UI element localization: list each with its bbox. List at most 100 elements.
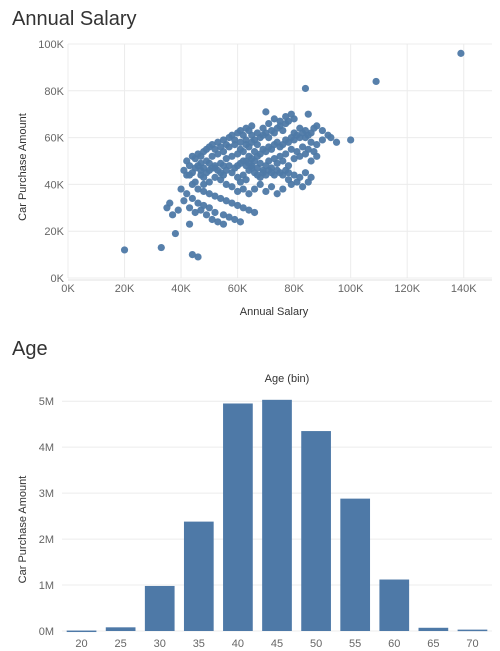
scatter-y-tick-label: 20K xyxy=(44,226,64,238)
scatter-point xyxy=(256,180,264,188)
scatter-point xyxy=(290,115,298,123)
scatter-point xyxy=(205,178,213,186)
scatter-point xyxy=(313,141,321,149)
scatter-point xyxy=(234,201,242,210)
scatter-point xyxy=(304,110,312,118)
scatter-point xyxy=(301,84,310,93)
scatter-point xyxy=(290,155,298,163)
scatter-point xyxy=(188,251,196,259)
scatter-point xyxy=(262,108,270,116)
scatter-point xyxy=(185,220,194,228)
scatter-point xyxy=(214,218,222,226)
scatter-point xyxy=(265,134,273,142)
scatter-x-tick-label: 140K xyxy=(451,283,477,295)
bar-35 xyxy=(183,521,214,631)
scatter-point xyxy=(262,187,270,196)
scatter-point xyxy=(228,183,236,191)
scatter-point xyxy=(219,211,228,219)
scatter-point xyxy=(299,183,307,191)
scatter-point xyxy=(273,159,281,167)
scatter-point xyxy=(307,138,315,146)
bar-x-tick-label: 70 xyxy=(466,638,478,650)
bar-50 xyxy=(301,431,331,631)
bar-x-tick-label: 45 xyxy=(271,638,283,650)
scatter-point xyxy=(185,204,194,212)
bar-y-tick-label: 0M xyxy=(39,626,54,638)
scatter-point xyxy=(194,253,202,261)
scatter-point xyxy=(250,185,259,193)
scatter-point xyxy=(259,124,267,132)
scatter-point xyxy=(239,204,247,212)
scatter-point xyxy=(265,119,273,128)
scatter-point xyxy=(245,206,253,214)
bar-x-tick-label: 55 xyxy=(349,638,361,650)
scatter-x-tick-label: 120K xyxy=(394,283,420,295)
scatter-point xyxy=(457,49,465,57)
scatter-point xyxy=(185,171,194,179)
scatter-y-tick-label: 80K xyxy=(44,86,64,98)
scatter-point xyxy=(234,187,242,196)
bar-30 xyxy=(144,585,175,631)
scatter-point xyxy=(248,122,256,130)
scatter-point xyxy=(239,148,247,156)
scatter-point xyxy=(265,157,273,165)
scatter-point xyxy=(284,169,293,177)
scatter-point xyxy=(194,185,202,193)
scatter-point xyxy=(310,124,318,132)
scatter-y-tick-label: 60K xyxy=(44,133,64,145)
scatter-point xyxy=(208,215,216,224)
bar-x-tick-label: 50 xyxy=(310,638,322,650)
scatter-chart-title: Annual Salary xyxy=(12,8,137,30)
scatter-point xyxy=(211,192,219,200)
scatter-point xyxy=(296,173,304,181)
scatter-point xyxy=(313,152,321,160)
scatter-point xyxy=(197,206,205,214)
bar-y-tick-label: 4M xyxy=(39,442,54,454)
scatter-y-tick-label: 0K xyxy=(51,273,65,285)
scatter-x-axis-label: Annual Salary xyxy=(240,306,309,318)
scatter-point xyxy=(188,194,196,203)
scatter-point xyxy=(236,218,245,226)
bar-65 xyxy=(418,627,449,631)
scatter-point xyxy=(282,112,290,121)
scatter-point xyxy=(236,138,245,146)
scatter-x-tick-label: 40K xyxy=(171,283,191,295)
scatter-point xyxy=(253,129,261,137)
scatter-point xyxy=(287,145,295,153)
bar-25 xyxy=(105,627,136,631)
bar-x-tick-label: 20 xyxy=(75,638,87,650)
scatter-point xyxy=(222,141,230,149)
scatter-point xyxy=(222,155,230,163)
scatter-point xyxy=(228,152,236,160)
scatter-point xyxy=(191,208,199,217)
scatter-point xyxy=(282,150,290,158)
scatter-point xyxy=(239,131,247,139)
scatter-point xyxy=(194,199,202,207)
bar-60 xyxy=(379,579,410,631)
scatter-point xyxy=(318,126,326,135)
scatter-point xyxy=(279,157,287,165)
scatter-point xyxy=(307,157,315,165)
bar-x-tick-label: 65 xyxy=(427,638,439,650)
scatter-point xyxy=(332,138,341,146)
bar-y-tick-label: 3M xyxy=(39,488,54,500)
scatter-x-tick-label: 80K xyxy=(284,283,304,295)
scatter-point xyxy=(200,180,208,188)
bar-y-axis-label: Car Purchase Amount xyxy=(17,476,29,584)
scatter-point xyxy=(231,215,239,224)
scatter-point xyxy=(157,243,165,252)
scatter-point xyxy=(290,171,298,179)
scatter-point xyxy=(327,134,335,142)
scatter-point xyxy=(166,199,174,207)
scatter-point xyxy=(205,204,213,212)
scatter-point xyxy=(208,152,216,160)
scatter-point xyxy=(185,162,194,170)
scatter-point xyxy=(270,115,278,123)
bar-x-tick-label: 60 xyxy=(388,638,400,650)
bar-x-tick-label: 35 xyxy=(193,638,205,650)
bar-x-tick-label: 25 xyxy=(115,638,127,650)
scatter-point xyxy=(183,190,191,198)
scatter-point xyxy=(267,183,276,191)
scatter-point xyxy=(217,143,225,151)
